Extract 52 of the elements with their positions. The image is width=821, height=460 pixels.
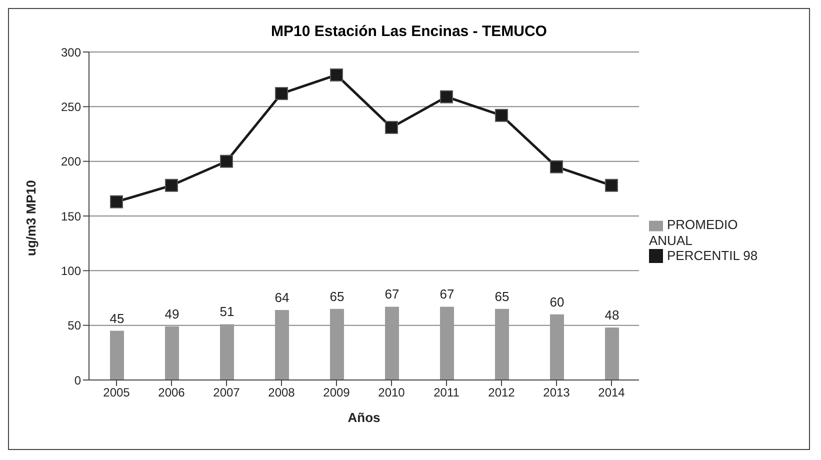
y-tick-label: 200 (60, 154, 82, 169)
point (385, 120, 398, 134)
y-tick-label: 50 (68, 318, 82, 333)
point (440, 90, 453, 104)
data-label: 45 (110, 310, 124, 326)
x-tick-label: 2012 (488, 386, 516, 400)
data-label: 65 (330, 288, 344, 304)
x-tick-label: 2011 (434, 386, 460, 400)
x-tick-label: 2008 (268, 386, 296, 400)
data-label: 67 (440, 286, 454, 302)
data-label: 67 (384, 286, 400, 302)
x-tick-label: 2009 (323, 386, 350, 400)
y-axis-title: ug/m3 MP10 (24, 180, 39, 256)
point (550, 160, 563, 174)
x-tick-label: 2006 (158, 386, 186, 400)
y-tick-label: 150 (60, 209, 82, 224)
bar (165, 326, 179, 380)
point (330, 68, 343, 82)
point (165, 178, 178, 192)
x-tick-label: 2014 (598, 386, 626, 400)
bar (550, 314, 564, 380)
bar (110, 330, 124, 380)
data-label: 64 (274, 290, 290, 306)
y-tick-label: 0 (74, 373, 82, 388)
x-tick-label: 2010 (378, 386, 406, 400)
data-label: 51 (220, 304, 234, 320)
bar (495, 308, 509, 380)
data-label: 48 (604, 308, 620, 323)
y-tick-label: 250 (60, 100, 82, 114)
data-label: 65 (494, 288, 510, 304)
legend-label: PROMEDIO ANUAL (649, 216, 738, 248)
point (605, 178, 618, 192)
point (110, 195, 123, 208)
x-tick-label: 2007 (213, 386, 240, 400)
bar (330, 308, 344, 380)
bar (220, 324, 234, 380)
chart-title: MP10 Estación Las Encinas - TEMUCO (270, 23, 548, 40)
data-label: 60 (550, 294, 564, 310)
legend-label: PERCENTIL 98 (667, 248, 758, 262)
bar (275, 310, 289, 380)
x-axis-title: Años (348, 410, 380, 425)
y-tick-label: 100 (60, 264, 82, 278)
x-tick-label: 2013 (543, 386, 570, 400)
x-tick-label: 2005 (103, 386, 130, 400)
point (275, 87, 288, 100)
data-label: 49 (164, 306, 180, 322)
bar (385, 306, 399, 380)
y-tick-label: 300 (60, 45, 82, 60)
point (495, 108, 508, 122)
point (220, 154, 233, 168)
bar (440, 306, 454, 380)
bar (605, 328, 619, 380)
